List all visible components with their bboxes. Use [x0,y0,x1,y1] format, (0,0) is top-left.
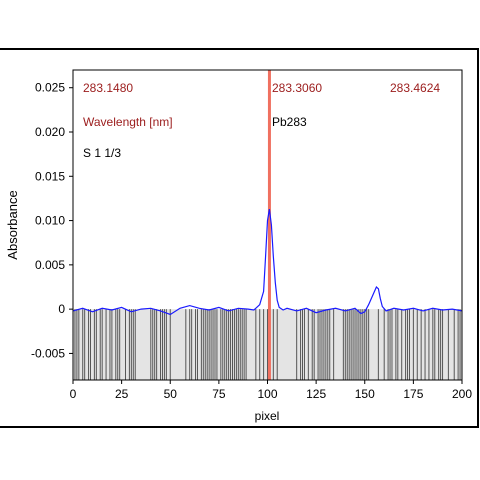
x-tick-label: 75 [212,387,226,401]
y-tick-label: 0.005 [35,258,65,272]
absorbance-series-line [72,209,463,316]
wavelength-unit-label: Wavelength [nm] [83,115,173,129]
wavelength-label-right: 283.4624 [390,81,440,95]
x-tick-label: 100 [257,387,277,401]
chart-panel: 0 25 50 75 100 125 150 175 200 0.025 0.020 0.015 0.… [0,48,479,428]
x-tick-label: 25 [115,387,129,401]
wavelength-label-center: 283.3060 [272,81,322,95]
baseline-bars [74,309,461,380]
x-tick-label: 150 [355,387,375,401]
x-axis-label: pixel [255,409,280,423]
y-tick-label: 0 [58,302,65,316]
x-tick-label: 50 [164,387,178,401]
x-tick-label: 175 [403,387,423,401]
y-tick-label: -0.005 [31,346,65,360]
x-axis: 0 25 50 75 100 125 150 175 200 [70,380,472,401]
y-tick-label: 0.020 [35,125,65,139]
y-axis-label: Absorbance [5,190,20,259]
y-tick-label: 0.010 [35,214,65,228]
x-tick-label: 0 [70,387,77,401]
wavelength-label-left: 283.1480 [83,81,133,95]
y-axis: 0.025 0.020 0.015 0.010 0.005 0 -0.005 [31,81,73,360]
x-tick-label: 125 [306,387,326,401]
x-tick-label: 200 [452,387,472,401]
element-label: Pb283 [272,115,307,129]
y-tick-label: 0.015 [35,169,65,183]
sample-label: S 1 1/3 [83,146,121,160]
y-tick-label: 0.025 [35,81,65,95]
absorbance-chart: 0 25 50 75 100 125 150 175 200 0.0250.0200.0150.… [5,69,472,423]
